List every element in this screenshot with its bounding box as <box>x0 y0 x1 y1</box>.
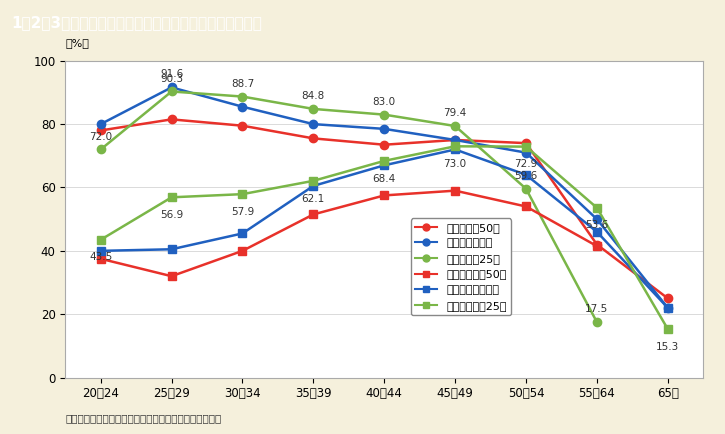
Text: 83.0: 83.0 <box>373 97 396 107</box>
有配偶（平成２） <box>663 305 672 310</box>
未婚（平成２） <box>309 122 318 127</box>
未婚（昭和50） <box>96 128 105 133</box>
未婚（平成25） <box>522 186 531 191</box>
未婚（昭和50） <box>309 136 318 141</box>
有配偶（平成２） <box>592 229 601 234</box>
Line: 有配偶（平成２）: 有配偶（平成２） <box>96 145 672 312</box>
有配偶（平成25） <box>167 195 176 200</box>
有配偶（平成２） <box>380 163 389 168</box>
Text: 56.9: 56.9 <box>160 210 183 220</box>
未婚（昭和50） <box>522 141 531 146</box>
Text: 43.5: 43.5 <box>89 253 112 263</box>
有配偶（平成25） <box>238 191 247 197</box>
有配偶（平成25） <box>522 144 531 149</box>
未婚（平成25） <box>380 112 389 117</box>
有配偶（昭和50） <box>96 256 105 261</box>
未婚（平成25） <box>451 123 460 128</box>
Text: 84.8: 84.8 <box>302 91 325 101</box>
未婚（平成２） <box>380 126 389 132</box>
有配偶（平成25） <box>380 158 389 164</box>
Text: 90.3: 90.3 <box>160 74 183 84</box>
未婚（平成２） <box>96 122 105 127</box>
未婚（平成２） <box>238 104 247 109</box>
Text: 68.4: 68.4 <box>373 174 396 184</box>
有配偶（平成２） <box>451 147 460 152</box>
有配偶（平成２） <box>522 172 531 178</box>
Text: （%）: （%） <box>65 38 89 48</box>
未婚（昭和50） <box>663 296 672 301</box>
Line: 未婚（平成25）: 未婚（平成25） <box>96 87 601 326</box>
Text: 59.6: 59.6 <box>515 171 538 181</box>
有配偶（平成２） <box>238 231 247 236</box>
未婚（昭和50） <box>451 137 460 142</box>
Text: 79.4: 79.4 <box>444 108 467 118</box>
Legend: 未婚（昭和50）, 未婚（平成２）, 未婚（平成25）, 有配偶（昭和50）, 有配偶（平成２）, 有配偶（平成25）: 未婚（昭和50）, 未婚（平成２）, 未婚（平成25）, 有配偶（昭和50）, … <box>410 218 511 315</box>
Text: 91.6: 91.6 <box>160 69 183 79</box>
未婚（昭和50） <box>167 117 176 122</box>
Text: 62.1: 62.1 <box>302 194 325 204</box>
Line: 未婚（昭和50）: 未婚（昭和50） <box>96 115 672 302</box>
未婚（昭和50） <box>380 142 389 147</box>
有配偶（平成25） <box>663 326 672 332</box>
未婚（平成25） <box>238 94 247 99</box>
Text: 73.0: 73.0 <box>444 159 467 169</box>
有配偶（平成25） <box>592 205 601 210</box>
未婚（平成２） <box>592 217 601 222</box>
Text: 57.9: 57.9 <box>231 207 254 217</box>
Text: 72.0: 72.0 <box>89 132 112 141</box>
Text: 88.7: 88.7 <box>231 79 254 89</box>
Text: 15.3: 15.3 <box>656 342 679 352</box>
未婚（平成２） <box>522 150 531 155</box>
有配偶（昭和50） <box>592 243 601 249</box>
Text: 72.9: 72.9 <box>515 159 538 169</box>
未婚（平成25） <box>167 89 176 94</box>
Line: 有配偶（平成25）: 有配偶（平成25） <box>96 142 672 333</box>
有配偶（平成25） <box>451 144 460 149</box>
未婚（昭和50） <box>592 242 601 247</box>
有配偶（昭和50） <box>309 212 318 217</box>
未婚（昭和50） <box>238 123 247 128</box>
有配偶（平成２） <box>309 183 318 188</box>
有配偶（平成25） <box>96 237 105 242</box>
有配偶（平成25） <box>309 178 318 184</box>
未婚（平成25） <box>96 147 105 152</box>
有配偶（昭和50） <box>167 273 176 279</box>
有配偶（平成２） <box>167 247 176 252</box>
未婚（平成25） <box>592 319 601 325</box>
Text: 17.5: 17.5 <box>585 304 608 314</box>
Line: 有配偶（昭和50）: 有配偶（昭和50） <box>96 187 601 280</box>
Line: 未婚（平成２）: 未婚（平成２） <box>96 83 672 312</box>
有配偶（昭和50） <box>451 188 460 193</box>
未婚（平成２） <box>167 85 176 90</box>
Text: 1－2－3図　配偶関係・年齢階級別女性の労働力率の推移: 1－2－3図 配偶関係・年齢階級別女性の労働力率の推移 <box>11 15 262 30</box>
未婚（平成25） <box>309 106 318 112</box>
有配偶（昭和50） <box>380 193 389 198</box>
Text: （備考）総務省「労働力調査（基本集計）」より作成。: （備考）総務省「労働力調査（基本集計）」より作成。 <box>65 413 222 423</box>
有配偶（平成２） <box>96 248 105 253</box>
未婚（平成２） <box>451 137 460 142</box>
有配偶（昭和50） <box>522 204 531 209</box>
有配偶（昭和50） <box>238 248 247 253</box>
Text: 53.6: 53.6 <box>585 220 608 230</box>
未婚（平成２） <box>663 305 672 310</box>
